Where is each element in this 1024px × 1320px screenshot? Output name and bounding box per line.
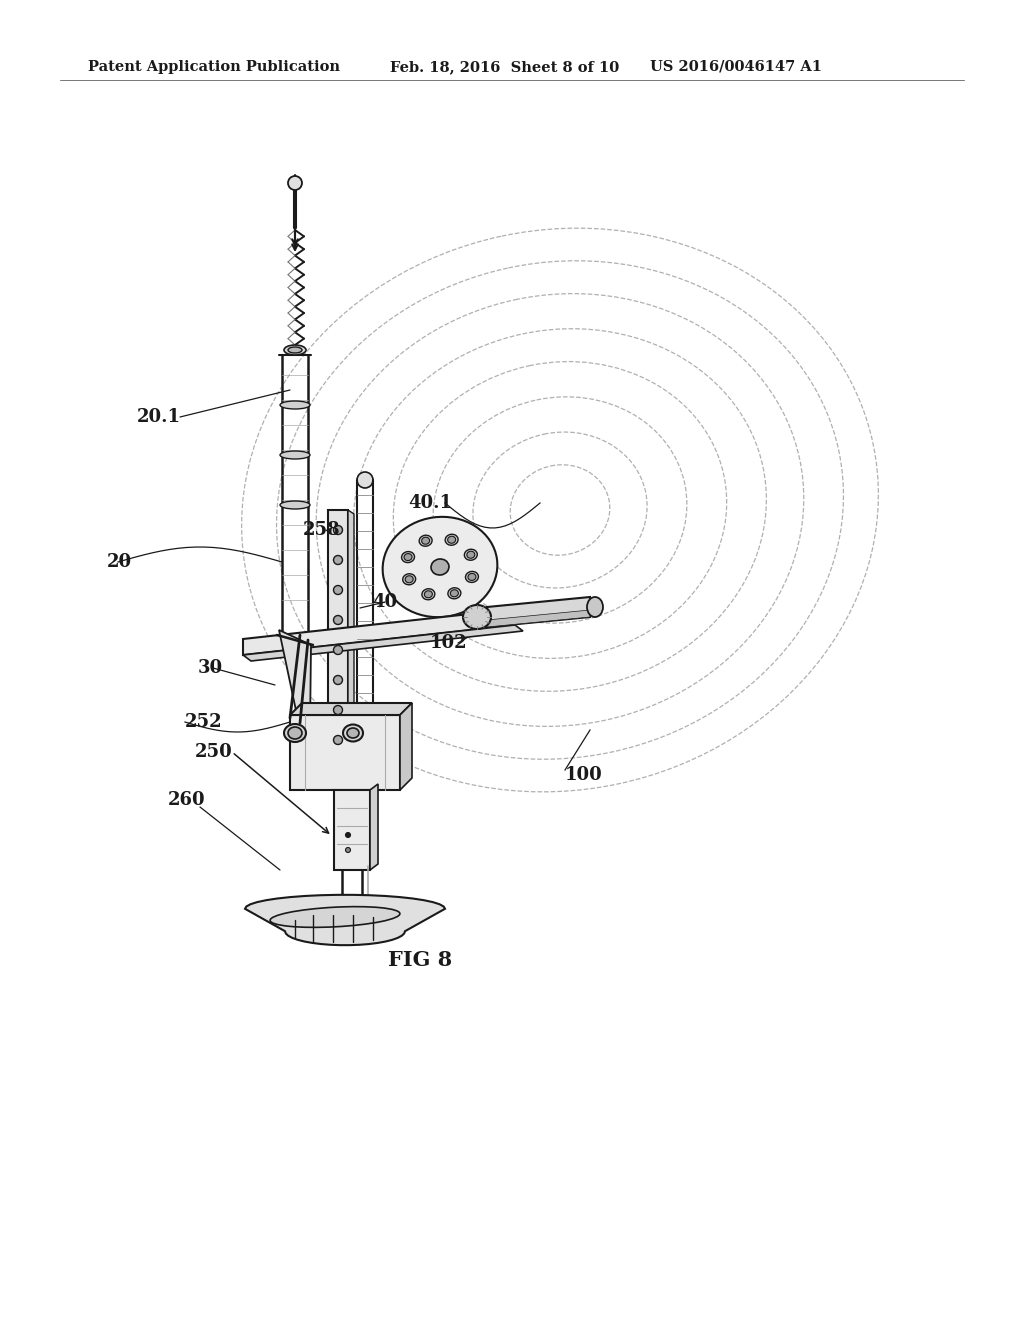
Polygon shape	[243, 624, 523, 661]
Ellipse shape	[451, 590, 459, 597]
Ellipse shape	[466, 572, 478, 582]
Text: US 2016/0046147 A1: US 2016/0046147 A1	[650, 59, 822, 74]
Ellipse shape	[424, 591, 432, 598]
Ellipse shape	[288, 727, 302, 739]
Ellipse shape	[334, 676, 342, 685]
Ellipse shape	[347, 729, 359, 738]
Ellipse shape	[343, 725, 362, 742]
Text: Patent Application Publication: Patent Application Publication	[88, 59, 340, 74]
Polygon shape	[243, 609, 515, 655]
Text: Feb. 18, 2016  Sheet 8 of 10: Feb. 18, 2016 Sheet 8 of 10	[390, 59, 620, 74]
Ellipse shape	[280, 401, 310, 409]
Text: 252: 252	[185, 713, 222, 731]
Ellipse shape	[422, 537, 430, 544]
Polygon shape	[328, 510, 348, 760]
Polygon shape	[245, 895, 445, 945]
Ellipse shape	[587, 597, 603, 616]
Polygon shape	[290, 715, 400, 789]
Ellipse shape	[383, 517, 498, 618]
Ellipse shape	[445, 535, 458, 545]
Ellipse shape	[467, 552, 475, 558]
Ellipse shape	[401, 552, 415, 562]
Ellipse shape	[280, 451, 310, 459]
Text: 102: 102	[430, 634, 468, 652]
Ellipse shape	[280, 502, 310, 510]
Ellipse shape	[357, 473, 373, 488]
Ellipse shape	[334, 615, 342, 624]
Ellipse shape	[284, 723, 306, 742]
Ellipse shape	[334, 586, 342, 594]
Ellipse shape	[464, 549, 477, 560]
Ellipse shape	[334, 645, 342, 655]
Polygon shape	[279, 630, 311, 730]
Ellipse shape	[463, 605, 490, 630]
Ellipse shape	[406, 576, 413, 582]
Text: 30: 30	[198, 659, 223, 677]
Ellipse shape	[288, 347, 302, 352]
Ellipse shape	[404, 553, 412, 561]
Ellipse shape	[447, 536, 456, 544]
Polygon shape	[334, 789, 370, 870]
Ellipse shape	[334, 525, 342, 535]
Ellipse shape	[270, 907, 400, 928]
Ellipse shape	[447, 587, 461, 599]
Ellipse shape	[345, 833, 350, 837]
Text: 20: 20	[106, 553, 132, 572]
Text: 258: 258	[303, 521, 341, 539]
Ellipse shape	[468, 573, 476, 581]
Ellipse shape	[334, 705, 342, 714]
Text: 260: 260	[168, 791, 206, 809]
Ellipse shape	[402, 574, 416, 585]
Text: 40.1: 40.1	[408, 494, 452, 512]
Ellipse shape	[334, 735, 342, 744]
Text: 100: 100	[565, 766, 603, 784]
Ellipse shape	[345, 847, 350, 853]
Ellipse shape	[431, 558, 449, 576]
Text: FIG 8: FIG 8	[388, 950, 452, 970]
Ellipse shape	[334, 556, 342, 565]
Text: 40: 40	[372, 593, 397, 611]
Text: 20.1: 20.1	[137, 408, 181, 426]
Polygon shape	[290, 704, 412, 715]
Polygon shape	[487, 597, 590, 627]
Ellipse shape	[284, 345, 306, 355]
Ellipse shape	[419, 535, 432, 546]
Ellipse shape	[422, 589, 435, 599]
Polygon shape	[370, 784, 378, 870]
Text: 250: 250	[195, 743, 232, 762]
Polygon shape	[400, 704, 412, 789]
Polygon shape	[348, 510, 354, 764]
Polygon shape	[487, 610, 590, 627]
Ellipse shape	[288, 176, 302, 190]
Ellipse shape	[357, 752, 373, 768]
